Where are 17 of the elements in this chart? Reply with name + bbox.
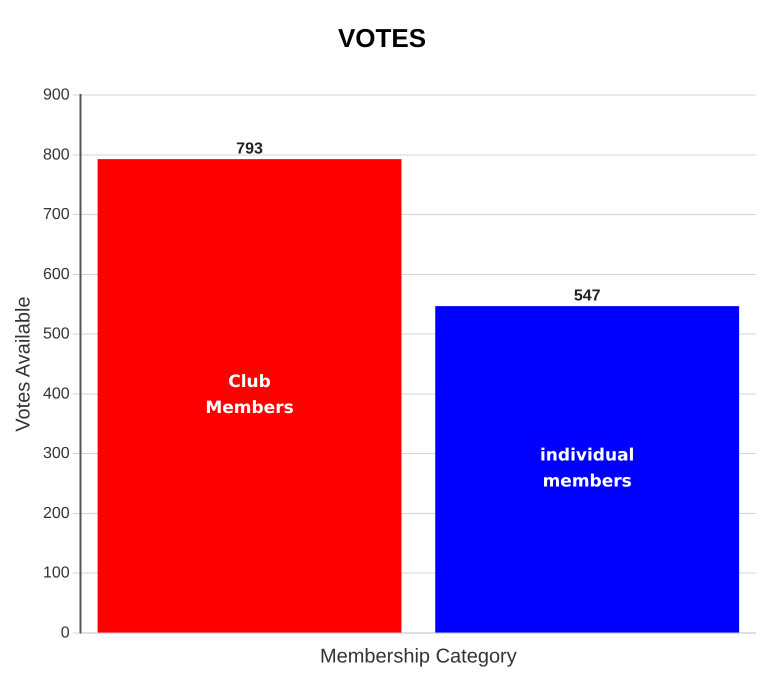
y-tick-label: 600 bbox=[42, 266, 70, 283]
x-axis-title: Membership Category bbox=[320, 646, 517, 668]
x-tick-label: Club Members bbox=[205, 372, 294, 418]
data-label: 547 bbox=[574, 288, 601, 305]
y-tick-label: 400 bbox=[42, 385, 70, 402]
y-tick-label: 200 bbox=[42, 504, 70, 522]
x-tick-label: individual members bbox=[540, 446, 634, 492]
y-axis-title: Votes Available bbox=[12, 296, 35, 432]
y-tick-label: 500 bbox=[42, 326, 70, 343]
y-tick-label: 0 bbox=[60, 624, 70, 642]
y-tick-label: 700 bbox=[42, 206, 70, 224]
y-tick-label: 900 bbox=[42, 86, 70, 104]
y-tick-label: 300 bbox=[42, 445, 70, 462]
y-tick-label: 800 bbox=[42, 146, 70, 164]
chart-title: VOTES bbox=[338, 22, 426, 53]
y-tick-label: 100 bbox=[42, 564, 70, 582]
data-label: 793 bbox=[236, 140, 263, 158]
